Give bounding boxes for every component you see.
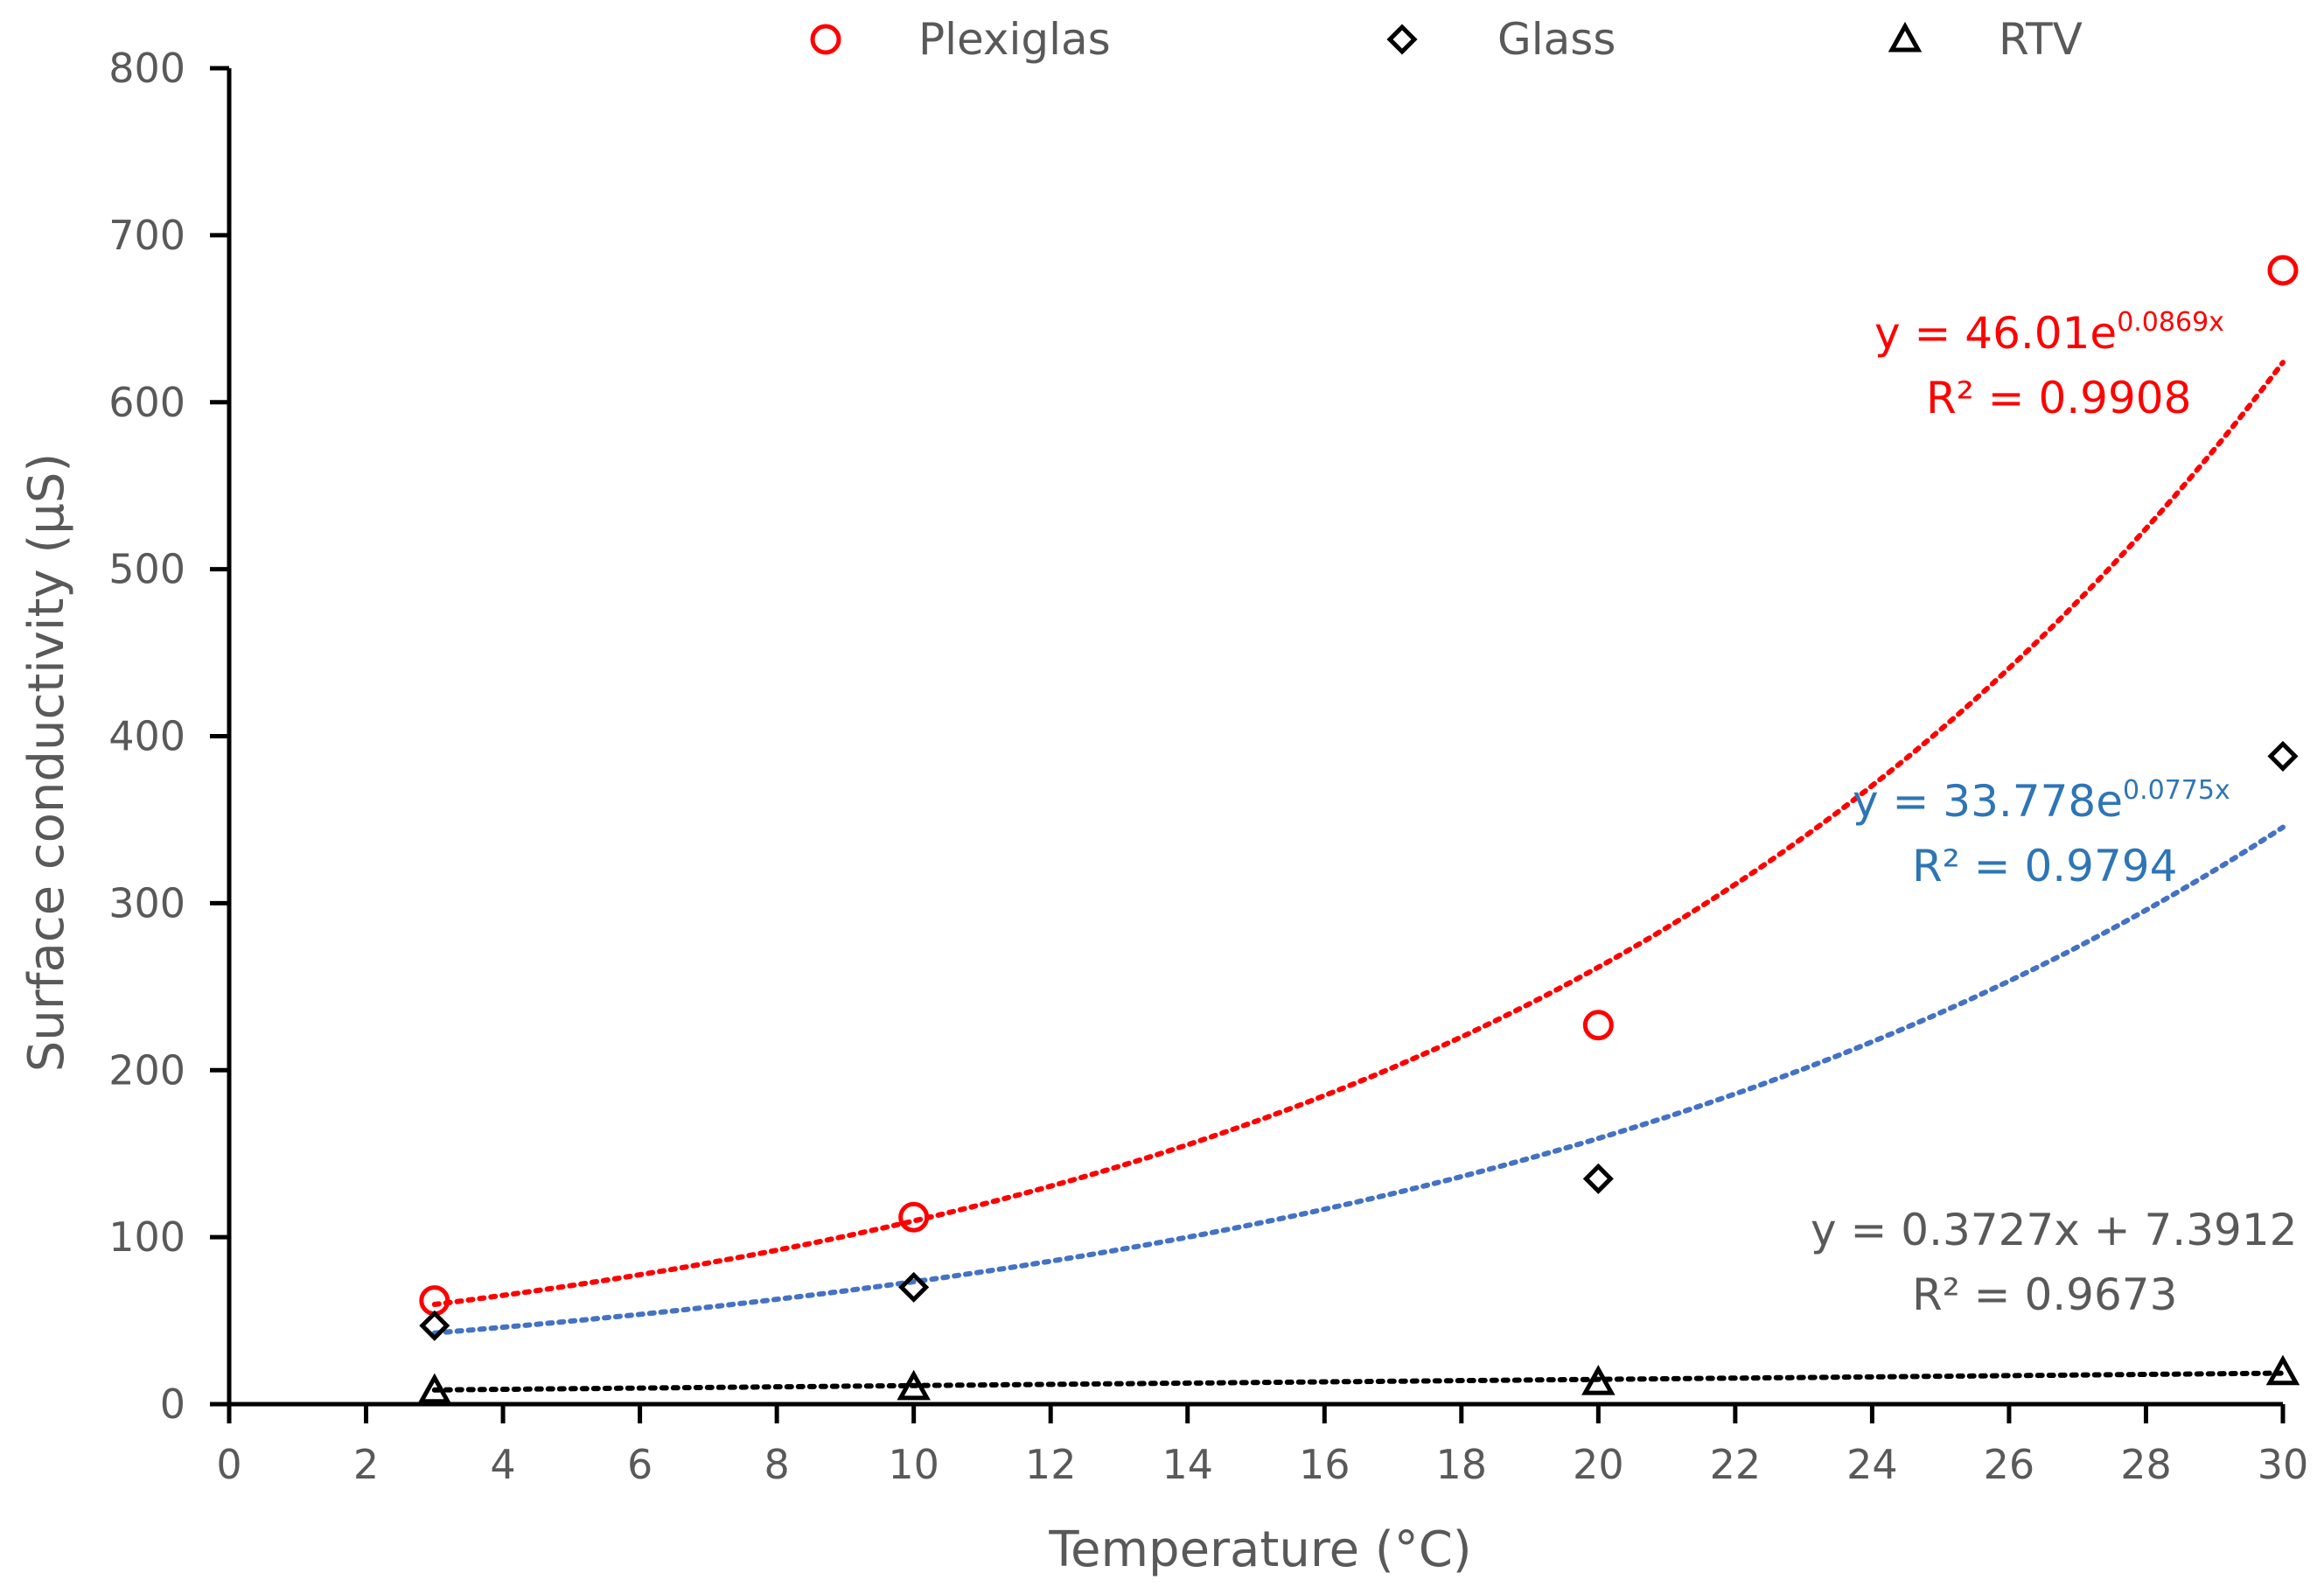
data-point-rtv xyxy=(2265,1354,2300,1386)
data-point-glass xyxy=(898,1271,930,1303)
data-point-glass xyxy=(419,1310,450,1341)
trendline-equations: y = 46.01e0.0869x R² = 0.9908 y = 33.778… xyxy=(1811,307,2297,1320)
x-axis-title: Temperature (°C) xyxy=(1048,1521,1471,1578)
x-tick-label: 24 xyxy=(1846,1441,1898,1488)
r2-rtv: R² = 0.9673 xyxy=(1912,1269,2177,1320)
y-tick-label: 100 xyxy=(108,1213,185,1261)
equation-glass-exponent: 0.0775x xyxy=(2123,775,2230,806)
legend: Plexiglas Glass RTV xyxy=(810,14,2083,65)
legend-marker-plexiglas xyxy=(810,24,841,55)
y-tick-label: 200 xyxy=(108,1046,185,1094)
data-point-plexiglas xyxy=(419,1285,450,1317)
equation-plexiglas-exponent: 0.0869x xyxy=(2117,307,2224,338)
x-tick-label: 10 xyxy=(888,1441,939,1488)
x-tick-label: 12 xyxy=(1025,1441,1077,1488)
x-tick-label: 14 xyxy=(1162,1441,1213,1488)
trendline-rtv xyxy=(431,1370,2286,1393)
equation-glass-main: y = 33.778e xyxy=(1853,776,2123,827)
legend-item-plexiglas: Plexiglas xyxy=(810,14,1111,65)
equation-plexiglas-main: y = 46.01e xyxy=(1874,308,2117,359)
x-tick-label: 22 xyxy=(1710,1441,1762,1488)
x-tick-label: 28 xyxy=(2120,1441,2172,1488)
data-point-rtv xyxy=(417,1373,452,1404)
r2-glass: R² = 0.9794 xyxy=(1912,841,2177,891)
legend-item-rtv: RTV xyxy=(1888,14,2083,65)
y-axis-title: Surface conductivity (μS) xyxy=(18,453,75,1073)
legend-label-glass: Glass xyxy=(1497,14,1616,65)
y-tick-label: 300 xyxy=(108,879,185,926)
y-tick-label: 600 xyxy=(108,379,185,426)
equation-plexiglas: y = 46.01e0.0869x xyxy=(1874,307,2224,359)
legend-marker-glass xyxy=(1386,24,1418,55)
equation-glass: y = 33.778e0.0775x xyxy=(1853,775,2230,827)
y-tick-label: 700 xyxy=(108,212,185,259)
x-tick-label: 6 xyxy=(627,1441,653,1488)
marker-layer xyxy=(417,255,2300,1404)
y-tick-label: 500 xyxy=(108,546,185,593)
data-point-plexiglas xyxy=(2267,255,2299,286)
x-tick-label: 30 xyxy=(2258,1441,2309,1488)
x-tick-label: 4 xyxy=(490,1441,515,1488)
x-tick-label: 26 xyxy=(1984,1441,2035,1488)
x-tick-label: 20 xyxy=(1573,1441,1624,1488)
legend-label-rtv: RTV xyxy=(1999,14,2083,65)
data-point-rtv xyxy=(1581,1365,1616,1395)
data-point-plexiglas xyxy=(1582,1010,1614,1041)
trendline-layer xyxy=(431,360,2286,1393)
data-point-glass xyxy=(2267,740,2299,772)
legend-marker-rtv xyxy=(1888,21,1923,52)
equation-rtv: y = 0.3727x + 7.3912 xyxy=(1811,1205,2297,1255)
x-tick-label: 18 xyxy=(1436,1441,1488,1488)
x-tick-label: 8 xyxy=(764,1441,789,1488)
x-tick-label: 2 xyxy=(353,1441,379,1488)
y-tick-label: 800 xyxy=(108,45,185,92)
data-point-plexiglas xyxy=(898,1201,930,1233)
r2-plexiglas: R² = 0.9908 xyxy=(1926,373,2191,423)
legend-label-plexiglas: Plexiglas xyxy=(918,14,1111,65)
trendline-plexiglas xyxy=(431,360,2286,1307)
legend-item-glass: Glass xyxy=(1386,14,1616,65)
x-tick-label: 16 xyxy=(1299,1441,1350,1488)
x-tick-label: 0 xyxy=(216,1441,241,1488)
y-tick-label: 0 xyxy=(160,1381,185,1428)
trendline-glass xyxy=(431,824,2286,1336)
data-point-glass xyxy=(1582,1163,1614,1194)
y-tick-label: 400 xyxy=(108,713,185,760)
data-point-rtv xyxy=(897,1369,931,1401)
